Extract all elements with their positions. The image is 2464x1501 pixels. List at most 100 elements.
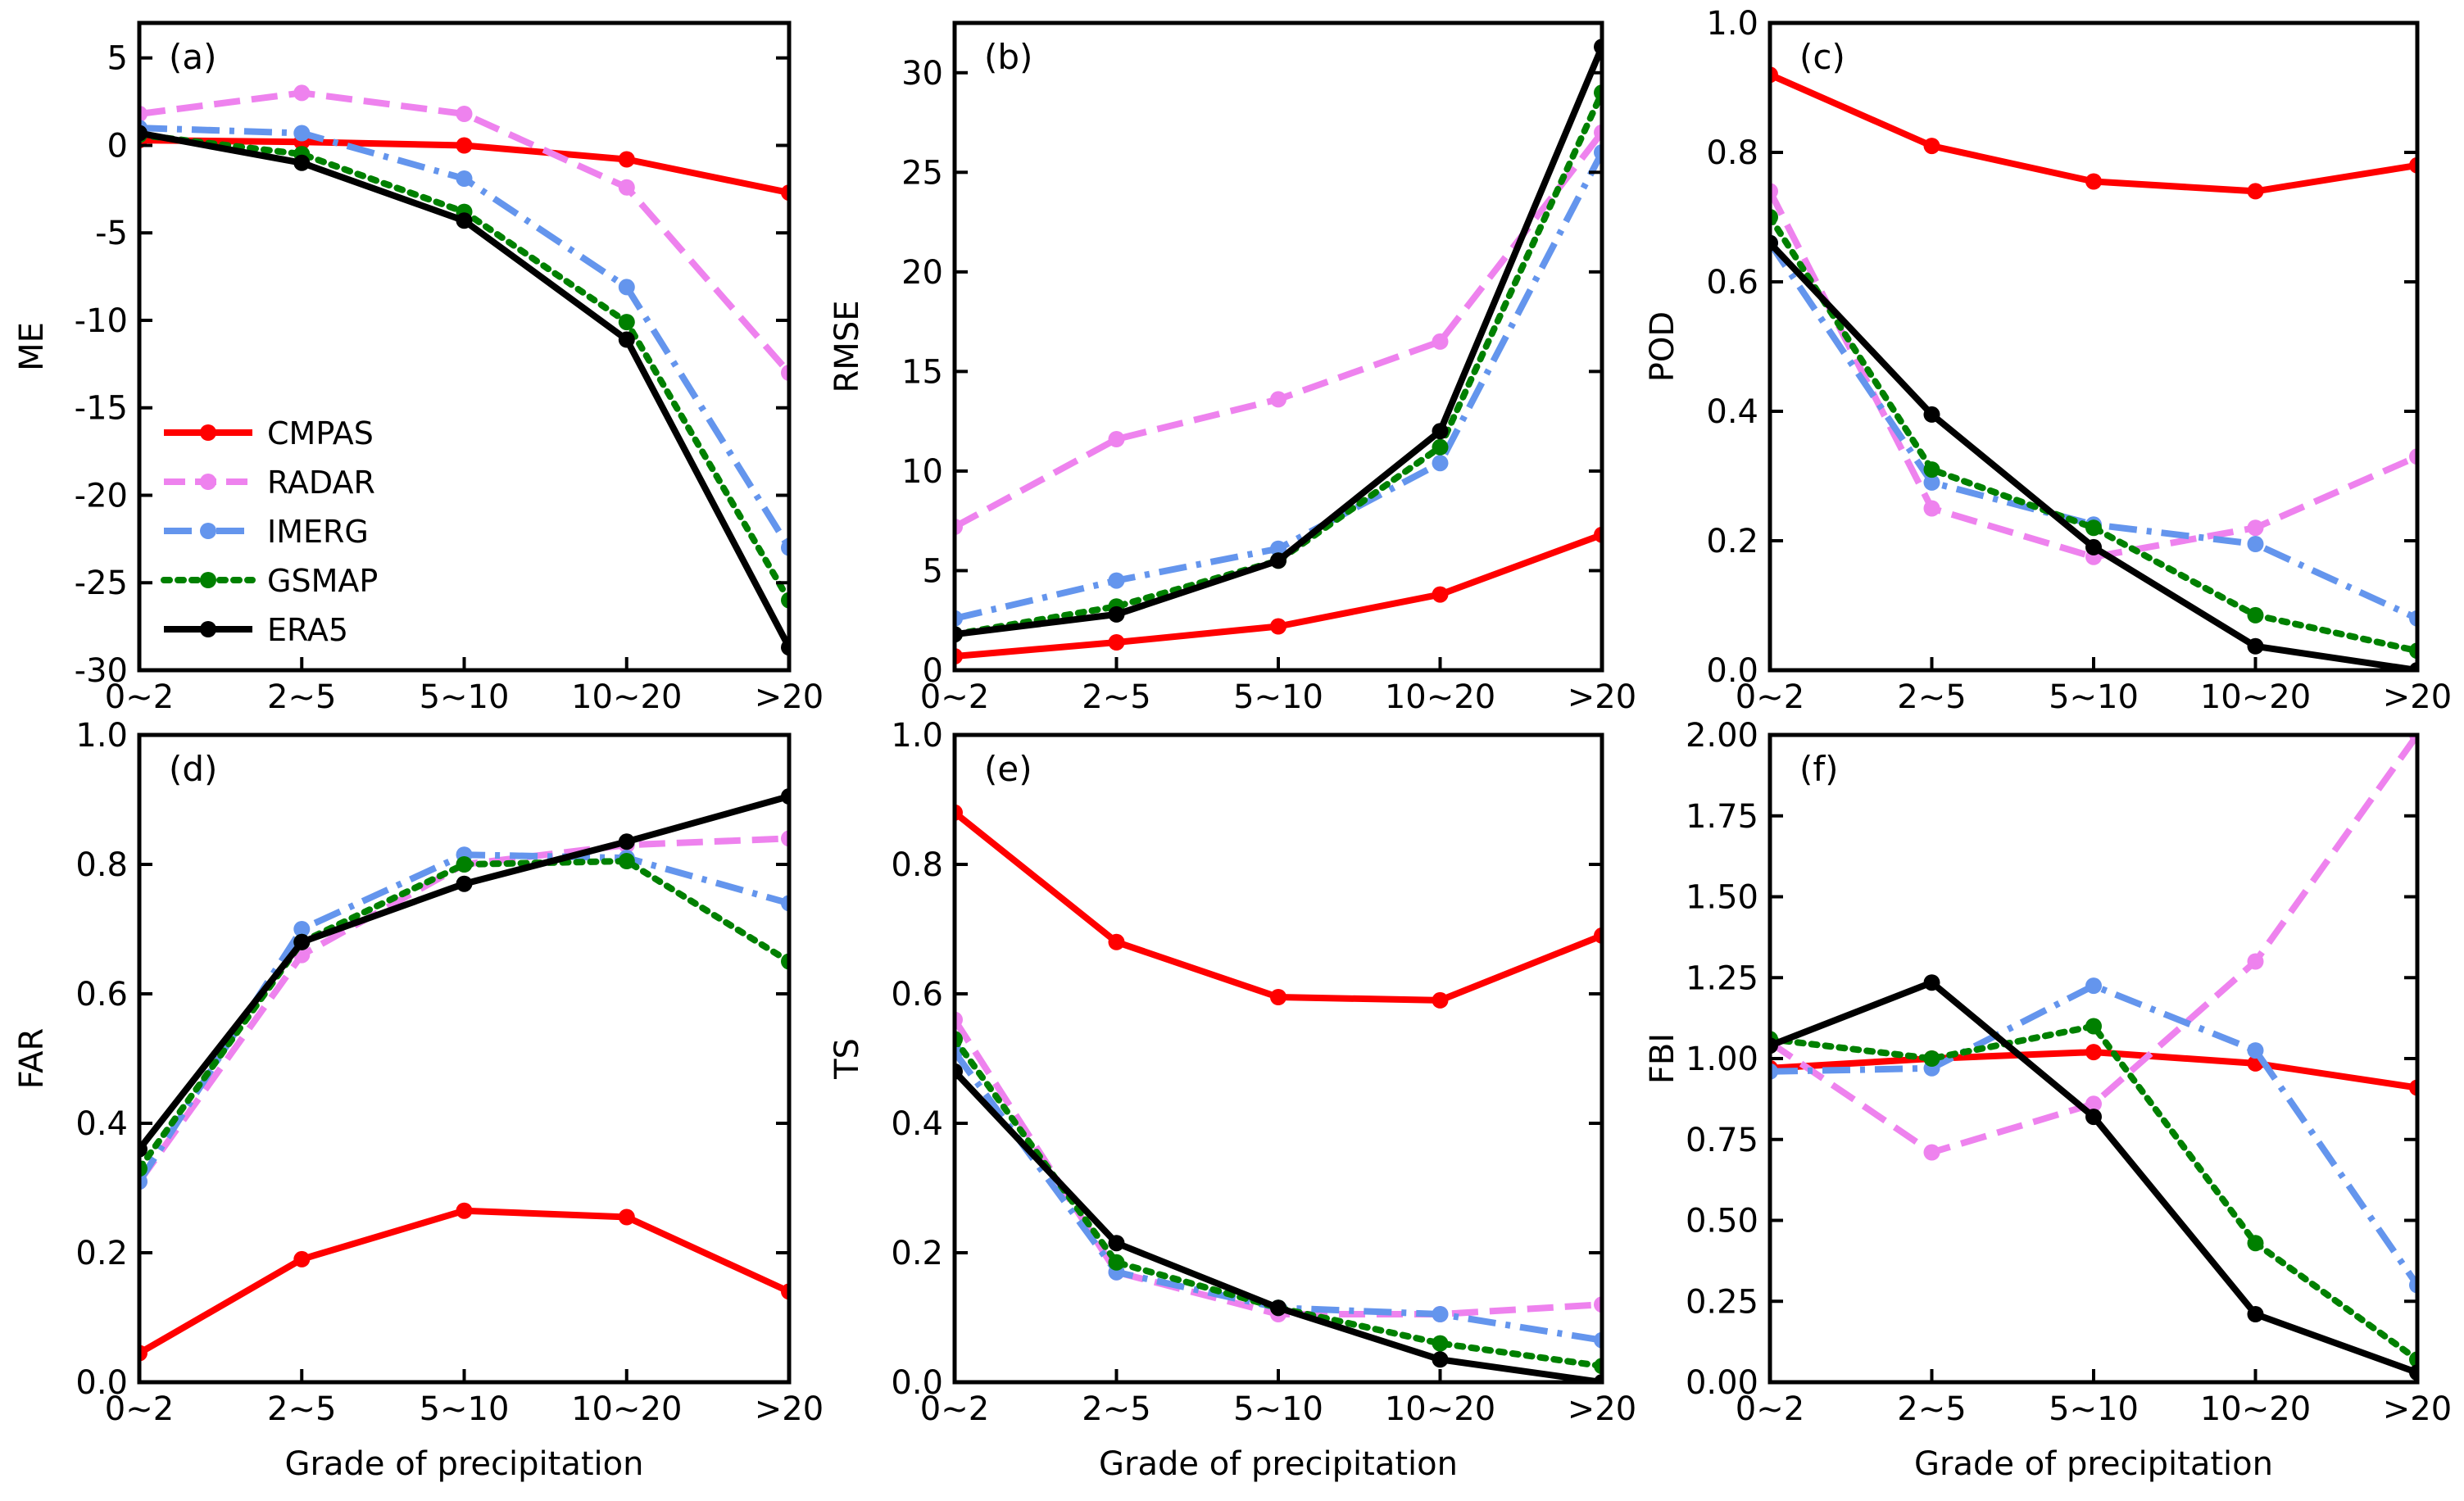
panel-pod-panel-label: (c) <box>1799 37 1845 77</box>
panel-me-ytick-label: -20 <box>75 477 128 515</box>
legend-marker-radar <box>200 474 216 490</box>
panel-rmse-ytick-label: 30 <box>901 55 943 93</box>
panel-me-series-gsmap-point-3 <box>618 314 635 331</box>
panel-rmse-xtick-label: 5~10 <box>1233 678 1323 716</box>
panel-pod-series-radar-point-3 <box>2247 519 2264 537</box>
panel-far-xlabel: Grade of precipitation <box>285 1445 644 1483</box>
panel-fbi-ytick-label: 1.25 <box>1686 959 1758 997</box>
panel-rmse-series-era5-point-2 <box>1270 552 1286 569</box>
panel-far-series-era5-point-1 <box>293 933 311 950</box>
panel-ts-series-era5-point-2 <box>1270 1299 1286 1317</box>
panel-ts-ytick-label: 0.2 <box>891 1235 943 1272</box>
panel-fbi-ytick-label: 0.00 <box>1686 1364 1758 1402</box>
panel-ts-ytick-label: 0.6 <box>891 976 943 1014</box>
panel-ts-xtick-label: 5~10 <box>1233 1390 1323 1428</box>
panel-pod-xtick-label: 0~2 <box>1736 678 1804 716</box>
panel-me-series-era5-point-2 <box>456 212 473 229</box>
panel-rmse-series-cmpas-point-2 <box>1270 618 1286 635</box>
panel-rmse-series-era5-point-1 <box>1108 605 1125 623</box>
panel-far-ytick-label: 1.0 <box>75 717 128 755</box>
panel-pod-series-cmpas-point-3 <box>2247 183 2264 200</box>
legend-item-gsmap: GSMAP <box>161 563 378 599</box>
panel-ts-ytick-label: 1.0 <box>891 717 943 755</box>
panel-me-ytick-label: -30 <box>75 652 128 690</box>
legend-marker-imerg <box>200 523 216 539</box>
panel-fbi-series-gsmap-point-3 <box>2247 1235 2264 1252</box>
panel-pod-series-cmpas-point-2 <box>2085 173 2102 190</box>
panel-ts-series-era5-point-3 <box>1432 1351 1449 1368</box>
panel-far-series-cmpas-point-2 <box>456 1202 473 1219</box>
panel-fbi-series-radar-point-1 <box>1923 1144 1940 1161</box>
panel-rmse-series-radar-point-3 <box>1432 333 1449 350</box>
panel-me-ytick-label: -15 <box>75 390 128 428</box>
panel-pod-ytick-label: 0.0 <box>1706 652 1758 690</box>
panel-far-plot-area <box>139 788 789 1362</box>
panel-rmse-series-imerg-point-2 <box>1270 540 1286 557</box>
panel-me-xtick-label: 10~20 <box>571 678 682 716</box>
panel-ts-series-era5-line <box>955 1069 1602 1382</box>
panel-pod-xtick-label: 10~20 <box>2200 678 2311 716</box>
panel-pod-series-era5-point-3 <box>2247 637 2264 655</box>
panel-fbi-series-era5-point-3 <box>2247 1306 2264 1322</box>
panel-fbi-panel-label: (f) <box>1799 749 1839 789</box>
panel-fbi-series-era5-point-1 <box>1923 974 1940 991</box>
panel-me-series-radar-point-3 <box>618 179 635 196</box>
panel-ts-xtick-label: 0~2 <box>920 1390 989 1428</box>
panel-ts-series-cmpas-point-2 <box>1270 989 1286 1005</box>
panel-pod-series-era5-point-1 <box>1923 406 1940 423</box>
panel-rmse-ytick-label: 20 <box>901 254 943 292</box>
panel-fbi-ytick-label: 0.25 <box>1686 1283 1758 1321</box>
panel-ts-xlabel: Grade of precipitation <box>1099 1445 1458 1483</box>
panel-far-series-cmpas-point-3 <box>618 1209 635 1226</box>
panel-fbi-series-imerg-line <box>1770 982 2417 1287</box>
legend-marker-cmpas <box>200 424 216 441</box>
panel-far-series-gsmap-point-3 <box>618 853 635 869</box>
panel-fbi-xtick-label: >20 <box>2383 1390 2452 1428</box>
panel-rmse-series-cmpas-point-3 <box>1432 586 1449 603</box>
panel-fbi-ytick-label: 1.75 <box>1686 798 1758 836</box>
panel-ts-ytick-label: 0.0 <box>891 1364 943 1402</box>
panel-fbi-series-era5-point-2 <box>2085 1109 2102 1126</box>
panel-fbi-series-radar-point-3 <box>2247 953 2264 970</box>
panel-rmse-ytick-label: 15 <box>901 353 943 391</box>
legend-label-cmpas: CMPAS <box>267 415 374 451</box>
panel-me: 0~2 2~5 5~10 10~20 >20 5 0 -5 -10 -15 -20 -25 -30 ME (… <box>13 20 824 716</box>
panel-ts-ytick-label: 0.8 <box>891 846 943 884</box>
panel-far-series-era5-point-3 <box>618 833 635 850</box>
panel-fbi-ytick-label: 0.75 <box>1686 1122 1758 1159</box>
panel-me-xtick-label: 0~2 <box>105 678 174 716</box>
panel-far-series-imerg-point-1 <box>293 921 311 937</box>
panel-rmse-series-gsmap-point-3 <box>1432 438 1449 456</box>
panel-rmse-ytick-label: 10 <box>901 453 943 491</box>
legend-label-radar: RADAR <box>267 465 375 501</box>
panel-rmse-panel-label: (b) <box>984 37 1032 77</box>
panel-fbi-series-gsmap-point-2 <box>2085 1018 2102 1035</box>
panel-me-series-imerg-point-2 <box>456 170 473 187</box>
panel-far-xtick-label: 10~20 <box>571 1390 682 1428</box>
panel-me-ytick-label: -10 <box>75 302 128 340</box>
panel-fbi-series-radar-line <box>1770 735 2417 1156</box>
panel-me-ytick-label: -5 <box>95 215 128 252</box>
panel-pod-series-era5-line <box>1770 240 2417 670</box>
panel-me-xtick-label: 2~5 <box>267 678 336 716</box>
panel-ts-series-cmpas-point-1 <box>1108 933 1125 950</box>
panel-far-xtick-label: 5~10 <box>420 1390 510 1428</box>
panel-rmse-ytick-label: 0 <box>923 652 943 690</box>
panel-fbi-series-imerg-point-2 <box>2085 977 2102 995</box>
panel-me-plot-area <box>139 84 789 656</box>
panel-pod-ytick-label: 0.4 <box>1706 393 1758 431</box>
panel-far-ytick-label: 0.6 <box>75 976 128 1014</box>
panel-ts-plot-area <box>955 804 1602 1382</box>
panel-pod-ytick-label: 0.8 <box>1706 134 1758 172</box>
legend-marker-gsmap <box>200 572 216 588</box>
panel-rmse-xtick-label: 0~2 <box>920 678 989 716</box>
panel-me-panel-label: (a) <box>169 37 217 77</box>
panel-pod: 0~2 2~5 5~10 10~20 >20 0.0 0.2 0.4 0.6 0.8 1.0 POD (… <box>1644 5 2452 716</box>
legend-label-era5: ERA5 <box>267 612 348 648</box>
panel-pod-ytick-label: 0.6 <box>1706 264 1758 302</box>
panel-far-series-cmpas-line <box>139 1207 789 1356</box>
panel-pod-xtick-label: >20 <box>2383 678 2452 716</box>
legend-marker-era5 <box>200 621 216 637</box>
panel-fbi-ytick-label: 1.00 <box>1686 1041 1758 1078</box>
panel-me-series-radar-point-2 <box>456 106 473 122</box>
